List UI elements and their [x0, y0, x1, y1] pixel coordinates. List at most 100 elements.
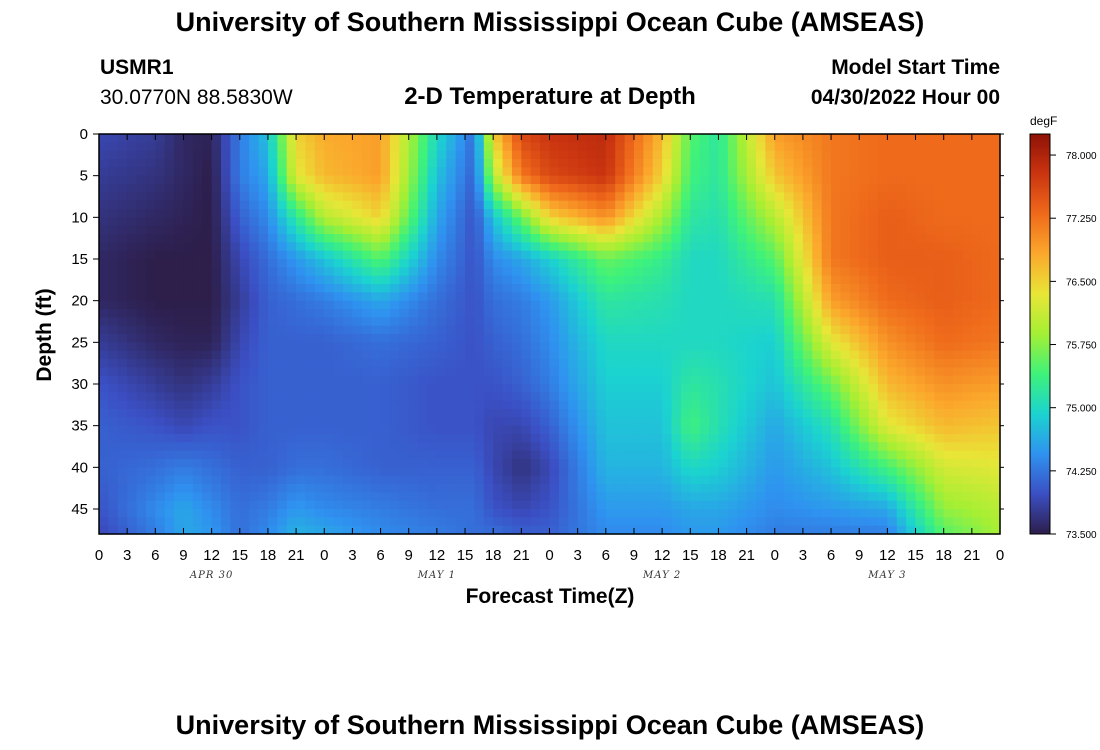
heatmap-cell [727, 450, 738, 460]
heatmap-cell [577, 292, 588, 302]
heatmap-cell [643, 509, 654, 518]
heatmap-cell [821, 309, 832, 318]
heatmap-cell [239, 275, 250, 285]
heatmap-cell [831, 267, 842, 277]
heatmap-cell [690, 134, 701, 143]
heatmap-cell [821, 417, 832, 427]
heatmap-cell [249, 334, 260, 343]
heatmap-cell [239, 517, 250, 527]
heatmap-cell [455, 375, 466, 385]
heatmap-cell [624, 292, 635, 302]
heatmap-cell [418, 334, 429, 343]
heatmap-cell [652, 242, 663, 252]
heatmap-cell [587, 292, 598, 302]
heatmap-cell [277, 492, 288, 502]
heatmap-cell [568, 184, 579, 193]
heatmap-cell [962, 167, 973, 177]
heatmap-cell [352, 267, 363, 277]
heatmap-cell [774, 300, 785, 310]
heatmap-cell [249, 192, 260, 202]
heatmap-cell [915, 284, 926, 293]
heatmap-cell [465, 309, 476, 318]
heatmap-cell [408, 367, 419, 377]
heatmap-cell [812, 242, 823, 252]
heatmap-cell [615, 275, 626, 285]
heatmap-cell [108, 317, 119, 327]
heatmap-cell [117, 334, 128, 343]
heatmap-cell [511, 409, 522, 418]
heatmap-cell [990, 425, 1001, 435]
heatmap-cell [117, 509, 128, 518]
heatmap-cell [352, 434, 363, 443]
heatmap-cell [183, 359, 194, 368]
heatmap-cell [352, 417, 363, 427]
heatmap-cell [990, 384, 1001, 393]
heatmap-cell [877, 475, 888, 485]
heatmap-cell [699, 400, 710, 410]
heatmap-cell [389, 275, 400, 285]
heatmap-cell [483, 517, 494, 527]
heatmap-cell [436, 284, 447, 293]
heatmap-cell [662, 367, 673, 377]
heatmap-cell [718, 400, 729, 410]
heatmap-cell [652, 259, 663, 268]
heatmap-cell [361, 217, 372, 227]
heatmap-cell [164, 242, 175, 252]
heatmap-cell [521, 434, 532, 443]
heatmap-cell [361, 192, 372, 202]
heatmap-cell [239, 509, 250, 518]
heatmap-cell [868, 492, 879, 502]
heatmap-cell [906, 442, 917, 452]
heatmap-cell [718, 234, 729, 243]
heatmap-cell [230, 159, 241, 168]
heatmap-cell [221, 417, 231, 427]
heatmap-cell [296, 225, 307, 235]
heatmap-cell [361, 492, 372, 502]
heatmap-cell [849, 192, 860, 202]
heatmap-cell [831, 442, 842, 452]
heatmap-cell [474, 309, 485, 318]
x-tick-label: 0 [771, 547, 779, 564]
heatmap-cell [868, 417, 879, 427]
heatmap-cell [934, 134, 945, 143]
heatmap-cell [192, 134, 203, 143]
heatmap-cell [164, 159, 175, 168]
heatmap-cell [493, 134, 504, 143]
heatmap-cell [361, 375, 372, 385]
heatmap-cell [174, 250, 185, 260]
heatmap-cell [577, 500, 588, 510]
heatmap-cell [136, 317, 147, 327]
heatmap-cell [943, 134, 954, 143]
heatmap-cell [755, 359, 766, 368]
heatmap-cell [221, 192, 231, 202]
heatmap-cell [953, 234, 964, 243]
heatmap-cell [389, 200, 400, 210]
heatmap-cell [934, 217, 945, 227]
x-axis-title: Forecast Time(Z) [465, 585, 635, 608]
heatmap-cell [596, 342, 607, 352]
heatmap-cell [371, 275, 382, 285]
heatmap-cell [174, 350, 185, 360]
heatmap-cell [990, 175, 1001, 185]
heatmap-cell [183, 300, 194, 310]
heatmap-cell [896, 159, 907, 168]
heatmap-cell [343, 525, 354, 535]
heatmap-cell [671, 134, 682, 143]
heatmap-cell [934, 275, 945, 285]
heatmap-cell [371, 467, 382, 477]
heatmap-cell [840, 475, 851, 485]
heatmap-cell [164, 417, 175, 427]
heatmap-cell [727, 167, 738, 177]
heatmap-cell [877, 450, 888, 460]
heatmap-cell [615, 250, 626, 260]
heatmap-cell [587, 309, 598, 318]
x-tick-label: 12 [654, 547, 671, 564]
heatmap-cell [831, 242, 842, 252]
heatmap-cell [483, 392, 494, 402]
heatmap-cell [709, 459, 720, 468]
heatmap-cell [934, 242, 945, 252]
heatmap-cell [596, 167, 607, 177]
heatmap-cell [605, 509, 616, 518]
heatmap-cell [465, 317, 476, 327]
heatmap-cell [502, 400, 513, 410]
